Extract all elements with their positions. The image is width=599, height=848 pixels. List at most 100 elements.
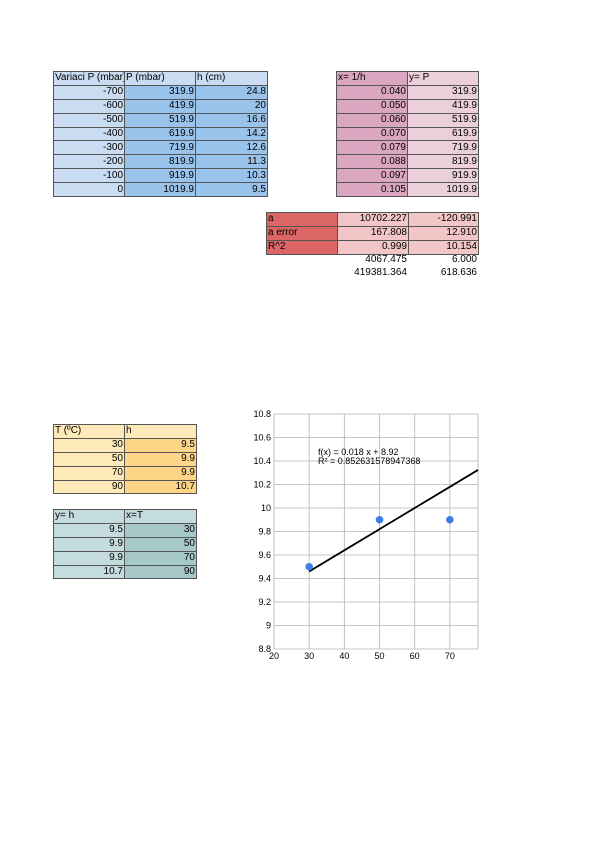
- table-cell: 4067.475: [365, 254, 407, 266]
- table-row: 4067.475 6.000: [337, 254, 478, 267]
- y-tick-label: 10: [261, 503, 271, 513]
- table-cell: -300: [53, 140, 125, 156]
- table-cell: 819.9: [407, 154, 479, 170]
- table-cell: 9.9: [53, 550, 125, 566]
- x-tick-label: 20: [269, 651, 279, 661]
- table-row: 0.097 919.9: [336, 168, 479, 184]
- table-cell: 70: [124, 550, 197, 566]
- table-cell: 90: [124, 564, 197, 580]
- table-cell: 0.088: [336, 154, 408, 170]
- table-cell: 10.3: [195, 168, 268, 184]
- r-squared-label: R² = 0.852631578947368: [318, 456, 420, 466]
- x-tick-label: 70: [445, 651, 455, 661]
- x-tick-label: 50: [375, 651, 385, 661]
- table-cell: a: [266, 212, 338, 227]
- table-row: 0.088 819.9: [336, 154, 479, 170]
- table-cell: 9.9: [124, 451, 197, 467]
- table-cell: 9.5: [53, 522, 125, 538]
- column-header: h (cm): [195, 71, 268, 86]
- table-row: -300 719.9 12.6: [53, 140, 268, 156]
- table-cell: 0.097: [336, 168, 408, 184]
- table-cell: 919.9: [124, 168, 196, 184]
- y-tick-label: 10.4: [253, 456, 271, 466]
- table-cell: 9.9: [124, 465, 197, 481]
- y-tick-label: 10.6: [253, 433, 271, 443]
- table-cell: 12.910: [408, 225, 479, 241]
- table-row: -400 619.9 14.2: [53, 126, 268, 142]
- trendline-equation: f(x) = 0.018 x + 8.92: [318, 447, 399, 457]
- table-cell: 10.7: [124, 479, 197, 495]
- table-cell: 0.999: [337, 239, 409, 255]
- table-cell: 0.070: [336, 126, 408, 142]
- table-row: a error 167.808 12.910: [266, 225, 479, 241]
- y-tick-label: 8.8: [258, 644, 271, 654]
- table-cell: 10.7: [53, 564, 125, 580]
- column-header: h: [124, 424, 197, 439]
- table-row: -700 319.9 24.8: [53, 84, 268, 100]
- table-cell: 30: [124, 522, 197, 538]
- table-cell: 14.2: [195, 126, 268, 142]
- column-header: Variaci P (mbar): [53, 71, 125, 86]
- table-cell: 167.808: [337, 225, 409, 241]
- table-cell: 519.9: [124, 112, 196, 128]
- x-tick-label: 40: [339, 651, 349, 661]
- y-tick-label: 9.4: [258, 574, 271, 584]
- table-header-row: T (ºC) h: [53, 424, 197, 439]
- table-cell: 30: [53, 437, 125, 453]
- table-cell: a error: [266, 225, 338, 241]
- table-row: 70 9.9: [53, 465, 197, 481]
- table-header-row: y= h x=T: [53, 509, 197, 524]
- table-header-row: Variaci P (mbar) P (mbar) h (cm): [53, 71, 268, 86]
- trendline: [308, 469, 479, 573]
- transformed-table: x= 1/h y= P 0.040 319.9 0.050 419.9 0.060 519…: [336, 71, 479, 198]
- table-row: 9.5 30: [53, 522, 197, 538]
- table-cell: 1019.9: [124, 182, 196, 198]
- table-row: -500 519.9 16.6: [53, 112, 268, 128]
- column-header: x= 1/h: [336, 71, 408, 86]
- table-cell: R^2: [266, 239, 338, 255]
- table-cell: 24.8: [195, 84, 268, 100]
- table-cell: -700: [53, 84, 125, 100]
- table-row: 30 9.5: [53, 437, 197, 453]
- column-header: T (ºC): [53, 424, 125, 439]
- table-cell: -600: [53, 98, 125, 114]
- pressure-table: Variaci P (mbar) P (mbar) h (cm) -700 319…: [53, 71, 268, 198]
- table-cell: 10702.227: [337, 212, 409, 227]
- table-cell: 12.6: [195, 140, 268, 156]
- data-point: [305, 562, 313, 571]
- y-tick-label: 9: [266, 621, 271, 631]
- table-row: 50 9.9: [53, 451, 197, 467]
- table-cell: -500: [53, 112, 125, 128]
- data-point: [375, 515, 384, 524]
- y-tick-label: 9.6: [258, 550, 271, 560]
- table-row: 9.9 50: [53, 536, 197, 552]
- temperature-table: T (ºC) h 30 9.5 50 9.9 70 9.9 90 10.7: [53, 424, 197, 495]
- table-row: -200 819.9 11.3: [53, 154, 268, 170]
- table-cell: 70: [53, 465, 125, 481]
- table-row: 419381.364 618.636: [337, 267, 478, 280]
- table-cell: -100: [53, 168, 125, 184]
- table-row: 0.105 1019.9: [336, 182, 479, 198]
- table-cell: 919.9: [407, 168, 479, 184]
- table-row: 0.079 719.9: [336, 140, 479, 156]
- table-cell: 819.9: [124, 154, 196, 170]
- x-tick-label: 30: [304, 651, 314, 661]
- table-cell: 9.9: [53, 536, 125, 552]
- table-row: -100 919.9 10.3: [53, 168, 268, 184]
- table-cell: 419.9: [124, 98, 196, 114]
- x-tick-label: 60: [410, 651, 420, 661]
- table-cell: 0.040: [336, 84, 408, 100]
- table-cell: 9.5: [195, 182, 268, 198]
- table-cell: 9.5: [124, 437, 197, 453]
- y-tick-label: 9.2: [258, 597, 271, 607]
- table-row: 10.7 90: [53, 564, 197, 580]
- table-row: R^2 0.999 10.154: [266, 239, 479, 255]
- column-header: x=T: [124, 509, 197, 524]
- table-cell: 1019.9: [407, 182, 479, 198]
- table-cell: 419.9: [407, 98, 479, 114]
- table-cell: 419381.364: [354, 267, 407, 279]
- table-row: 90 10.7: [53, 479, 197, 495]
- table-cell: 719.9: [407, 140, 479, 156]
- table-cell: 319.9: [124, 84, 196, 100]
- table-cell: -400: [53, 126, 125, 142]
